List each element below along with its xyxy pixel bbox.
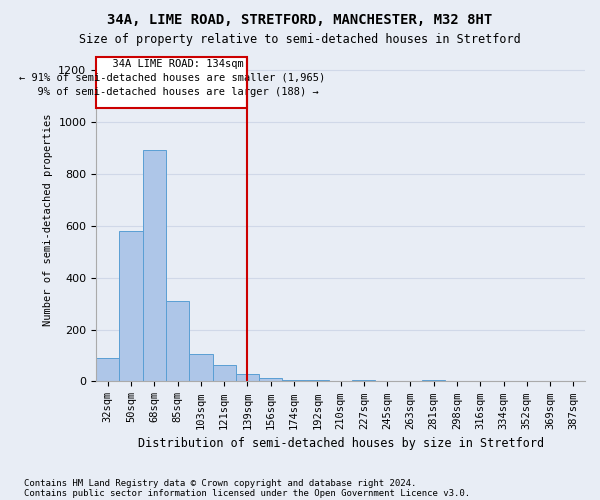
Bar	[119, 231, 143, 382]
Bar	[352, 380, 376, 382]
Bar	[236, 374, 259, 382]
Bar	[212, 364, 236, 382]
Text: Size of property relative to semi-detached houses in Stretford: Size of property relative to semi-detach…	[79, 32, 521, 46]
Bar	[143, 150, 166, 382]
Text: Contains HM Land Registry data © Crown copyright and database right 2024.: Contains HM Land Registry data © Crown c…	[24, 478, 416, 488]
Bar	[96, 58, 247, 108]
Bar	[189, 354, 212, 382]
Text: 34A, LIME ROAD, STRETFORD, MANCHESTER, M32 8HT: 34A, LIME ROAD, STRETFORD, MANCHESTER, M…	[107, 12, 493, 26]
Bar	[166, 301, 189, 382]
Bar	[422, 380, 445, 382]
Bar	[305, 380, 329, 382]
Bar	[259, 378, 283, 382]
X-axis label: Distribution of semi-detached houses by size in Stretford: Distribution of semi-detached houses by …	[137, 437, 544, 450]
Y-axis label: Number of semi-detached properties: Number of semi-detached properties	[43, 113, 53, 326]
Text: Contains public sector information licensed under the Open Government Licence v3: Contains public sector information licen…	[24, 488, 470, 498]
Bar	[283, 380, 305, 382]
Text: 34A LIME ROAD: 134sqm
← 91% of semi-detached houses are smaller (1,965)
  9% of : 34A LIME ROAD: 134sqm ← 91% of semi-deta…	[19, 58, 325, 96]
Bar	[96, 358, 119, 382]
